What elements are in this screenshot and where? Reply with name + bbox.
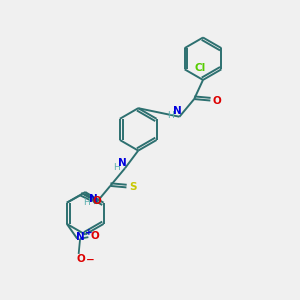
Text: N: N [118, 158, 127, 168]
Text: N: N [173, 106, 182, 116]
Text: O: O [76, 254, 85, 264]
Text: H: H [167, 111, 174, 120]
Text: O: O [212, 95, 221, 106]
Text: O: O [91, 231, 99, 241]
Text: +: + [85, 228, 92, 237]
Text: N: N [89, 194, 98, 204]
Text: O: O [93, 196, 102, 206]
Text: −: − [85, 255, 94, 265]
Text: Cl: Cl [194, 63, 206, 73]
Text: S: S [129, 182, 137, 192]
Text: H: H [113, 163, 119, 172]
Text: H: H [83, 199, 90, 208]
Text: N: N [76, 232, 85, 242]
